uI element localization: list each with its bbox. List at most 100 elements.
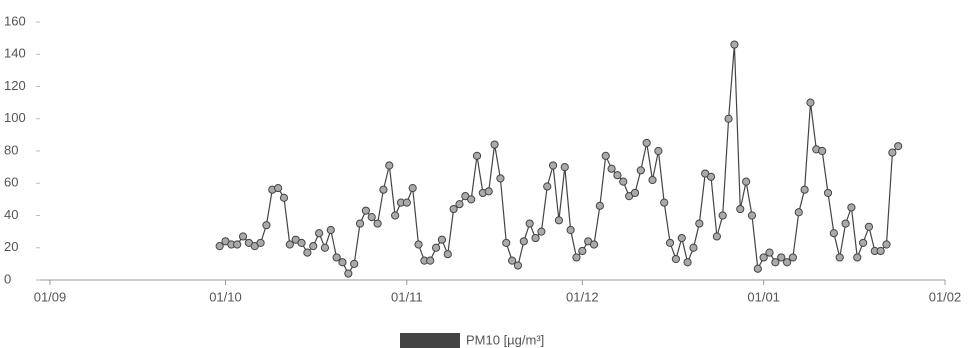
data-point	[233, 240, 242, 249]
data-point	[262, 221, 271, 230]
data-point	[490, 140, 499, 149]
data-point	[806, 98, 815, 107]
data-point	[560, 163, 569, 172]
data-point	[706, 172, 716, 181]
data-point	[864, 222, 874, 231]
data-point	[326, 225, 335, 235]
data-point	[502, 238, 511, 248]
data-point	[215, 242, 224, 251]
data-point	[297, 238, 306, 248]
legend-label: PM10 [µg/m³]	[466, 332, 544, 347]
data-point	[537, 227, 546, 236]
data-point	[484, 187, 493, 196]
data-point	[455, 200, 464, 209]
data-point	[859, 238, 868, 248]
data-point	[426, 256, 435, 265]
data-point	[619, 177, 628, 186]
data-point	[519, 237, 528, 246]
data-point	[467, 195, 476, 204]
data-point	[431, 243, 441, 252]
y-tick-label: 40	[4, 207, 18, 222]
data-point	[613, 171, 622, 180]
data-point	[314, 229, 324, 238]
data-point	[338, 258, 347, 267]
data-point	[712, 232, 721, 241]
data-point	[894, 142, 903, 151]
data-point	[496, 174, 505, 183]
data-point	[309, 242, 318, 251]
y-tick-label: 100	[4, 110, 26, 125]
data-point	[771, 258, 780, 267]
y-tick-label: 20	[4, 239, 18, 254]
data-point	[847, 203, 856, 212]
x-tick-label: 01/01	[747, 289, 780, 304]
data-point	[794, 208, 803, 217]
data-point	[835, 253, 844, 262]
data-point	[607, 164, 616, 173]
data-point	[595, 201, 604, 210]
data-point	[332, 253, 341, 262]
data-point	[677, 233, 686, 243]
data-point	[472, 151, 482, 160]
data-point	[344, 269, 353, 278]
data-point	[274, 183, 283, 193]
data-point	[800, 185, 809, 194]
data-point	[437, 235, 447, 244]
data-point	[543, 182, 552, 191]
data-point	[818, 146, 827, 156]
data-point	[320, 243, 330, 252]
data-point	[654, 146, 663, 156]
data-point	[402, 198, 411, 207]
data-point	[747, 211, 757, 220]
x-tick-label: 01/10	[209, 289, 242, 304]
data-point	[882, 240, 891, 249]
data-point	[373, 219, 382, 228]
y-tick-label: 60	[4, 175, 18, 190]
data-point	[601, 151, 610, 160]
data-point	[414, 240, 423, 249]
x-tick-label: 01/11	[391, 289, 423, 304]
data-point	[823, 188, 833, 198]
data-point	[689, 243, 698, 252]
y-tick-label: 160	[4, 13, 26, 28]
data-point	[788, 253, 798, 262]
data-point	[548, 161, 558, 170]
data-point	[888, 148, 897, 157]
y-tick-label: 80	[4, 142, 18, 157]
series-line	[219, 44, 899, 275]
data-point	[660, 198, 669, 207]
data-point	[782, 258, 792, 267]
data-point	[379, 185, 388, 194]
data-point	[578, 246, 587, 256]
data-point	[355, 219, 365, 228]
data-point	[724, 114, 733, 123]
data-point	[449, 204, 458, 214]
data-point	[408, 183, 417, 193]
data-point	[589, 240, 599, 249]
y-tick-label: 120	[4, 78, 26, 93]
data-point	[742, 177, 751, 186]
y-tick-label: 140	[4, 46, 26, 61]
data-point	[648, 175, 657, 185]
data-point	[695, 219, 704, 228]
data-point	[841, 219, 850, 228]
data-point	[636, 166, 645, 175]
data-point	[367, 213, 376, 222]
data-point	[759, 253, 768, 262]
data-point	[876, 246, 885, 256]
data-point	[508, 256, 517, 265]
data-point	[256, 238, 265, 248]
data-point	[361, 206, 370, 215]
data-point	[765, 248, 774, 257]
data-point	[385, 161, 394, 170]
data-point	[525, 219, 534, 228]
data-point	[730, 40, 739, 49]
data-point	[279, 193, 289, 202]
data-point	[572, 253, 581, 262]
x-tick-label: 01/12	[566, 289, 599, 304]
x-tick-label: 01/09	[34, 289, 67, 304]
data-point	[683, 258, 692, 267]
data-point	[718, 211, 727, 220]
data-point	[238, 232, 248, 241]
